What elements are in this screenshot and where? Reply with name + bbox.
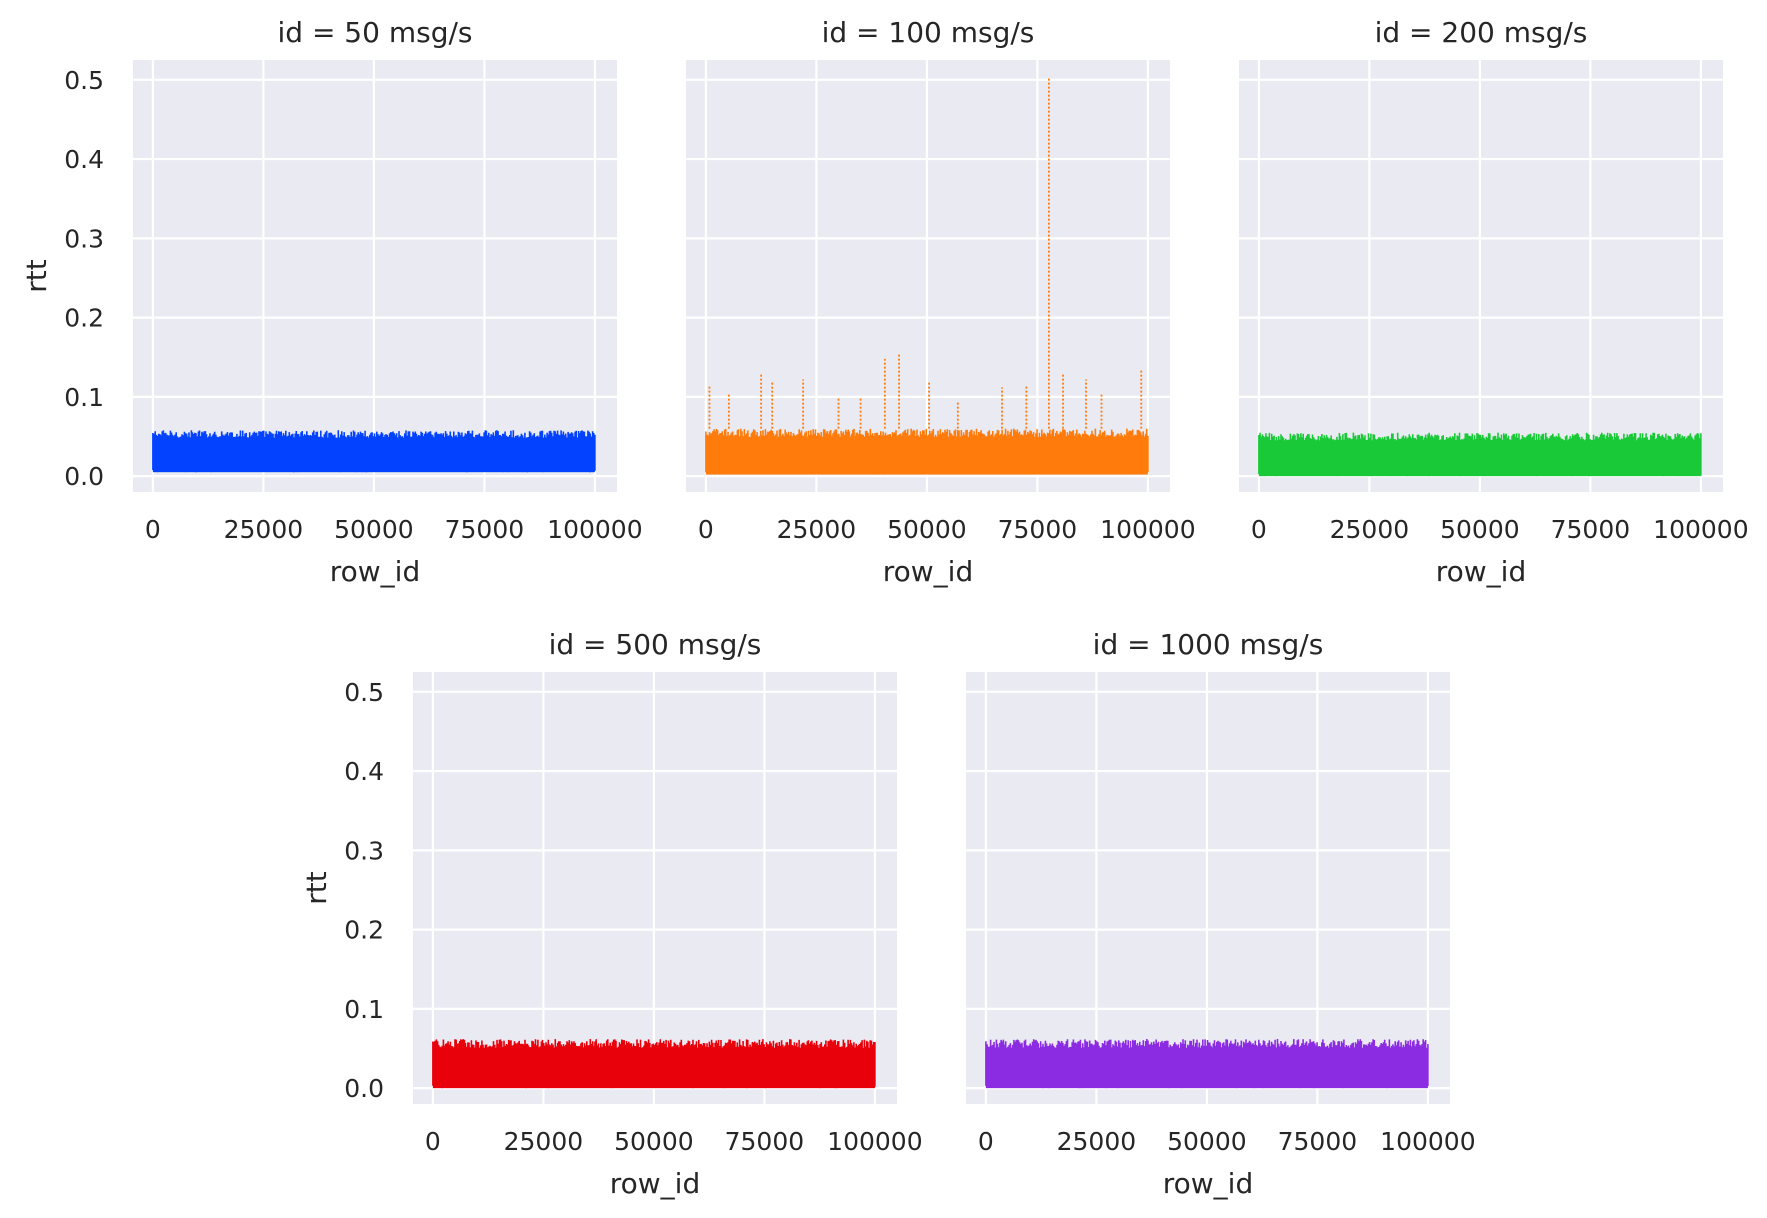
x-tick-label: 50000 — [1440, 515, 1520, 544]
y-tick-label: 0.3 — [64, 224, 104, 253]
x-tick-label: 25000 — [1057, 1127, 1137, 1156]
x-tick-label: 75000 — [1551, 515, 1631, 544]
y-tick-label: 0.1 — [64, 383, 104, 412]
gridlines — [133, 60, 617, 492]
y-tick-label: 0.2 — [64, 304, 104, 333]
plot-area — [133, 60, 617, 492]
facet-panel-1000: id = 1000 msg/s 0 25000 50000 75000 1000… — [966, 628, 1476, 1200]
x-tick-label: 100000 — [1380, 1127, 1475, 1156]
plot-area — [966, 672, 1450, 1104]
y-axis-label: rtt — [300, 871, 333, 904]
x-tick-label: 75000 — [725, 1127, 805, 1156]
x-tick-label: 0 — [145, 515, 161, 544]
x-axis-label: row_id — [1163, 1167, 1253, 1200]
plot-area — [686, 60, 1170, 492]
y-tick-label: 0.1 — [344, 995, 384, 1024]
rtt-band — [985, 1049, 1428, 1089]
gridlines — [686, 60, 1170, 492]
rtt-band — [152, 440, 595, 473]
x-tick-label: 25000 — [504, 1127, 584, 1156]
x-axis-label: row_id — [330, 555, 420, 588]
facet-panel-500: id = 500 msg/s 0.5 0.4 0.3 0.2 0.1 0.0 0… — [300, 628, 923, 1200]
y-tick-label: 0.4 — [344, 757, 384, 786]
facet-title: id = 50 msg/s — [277, 16, 472, 49]
x-tick-label: 0 — [1251, 515, 1267, 544]
facet-panel-100: id = 100 msg/s 0 25000 50000 75000 10000… — [686, 16, 1196, 588]
x-tick-label: 0 — [698, 515, 714, 544]
x-tick-label: 50000 — [614, 1127, 694, 1156]
series-rtt-1000 — [985, 1039, 1429, 1089]
x-tick-label: 75000 — [1278, 1127, 1358, 1156]
series-rtt-500 — [432, 1039, 876, 1089]
x-tick-label: 0 — [425, 1127, 441, 1156]
y-tick-label: 0.0 — [64, 462, 104, 491]
x-tick-label: 100000 — [547, 515, 642, 544]
x-tick-label: 100000 — [1100, 515, 1195, 544]
x-tick-label: 100000 — [827, 1127, 922, 1156]
facet-title: id = 500 msg/s — [549, 628, 762, 661]
plot-area — [1239, 60, 1723, 492]
rtt-band — [705, 439, 1148, 475]
x-tick-label: 75000 — [998, 515, 1078, 544]
facet-title: id = 1000 msg/s — [1093, 628, 1324, 661]
x-tick-label: 25000 — [1330, 515, 1410, 544]
x-tick-label: 50000 — [334, 515, 414, 544]
x-axis-label: row_id — [883, 555, 973, 588]
x-axis-label: row_id — [610, 1167, 700, 1200]
x-tick-label: 25000 — [224, 515, 304, 544]
y-tick-label: 0.2 — [344, 916, 384, 945]
facet-panel-50: id = 50 msg/s 0.5 0.4 0.3 0.2 0.1 0.0 0 … — [20, 16, 643, 588]
facet-title: id = 100 msg/s — [822, 16, 1035, 49]
y-tick-label: 0.4 — [64, 145, 104, 174]
x-tick-label: 25000 — [777, 515, 857, 544]
rtt-band — [432, 1049, 875, 1089]
y-tick-label: 0.5 — [64, 66, 104, 95]
facet-title: id = 200 msg/s — [1375, 16, 1588, 49]
x-tick-label: 50000 — [1167, 1127, 1247, 1156]
rtt-band — [1258, 442, 1701, 477]
x-tick-label: 50000 — [887, 515, 967, 544]
facet-panel-200: id = 200 msg/s 0 25000 50000 75000 10000… — [1239, 16, 1749, 588]
y-tick-label: 0.5 — [344, 678, 384, 707]
x-tick-label: 100000 — [1653, 515, 1748, 544]
y-axis-label: rtt — [20, 259, 53, 292]
x-tick-label: 75000 — [445, 515, 525, 544]
y-tick-label: 0.0 — [344, 1074, 384, 1103]
x-tick-label: 0 — [978, 1127, 994, 1156]
series-rtt-100 — [705, 78, 1149, 475]
y-tick-label: 0.3 — [344, 836, 384, 865]
plot-area — [413, 672, 897, 1104]
x-axis-label: row_id — [1436, 555, 1526, 588]
series-rtt-200 — [1258, 432, 1702, 477]
series-rtt-50 — [152, 430, 596, 473]
